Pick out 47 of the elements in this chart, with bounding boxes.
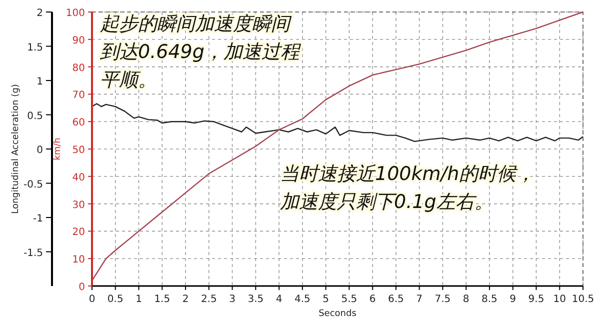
x-tick-label: 2 [182, 294, 189, 305]
x-tick-label: 3 [229, 294, 236, 305]
y-tick-label: -0.5 [23, 179, 43, 190]
annotation: 起步的瞬间加速度瞬间到达0.649g，加速过程平顺。 [100, 13, 302, 91]
x-axis-title: Seconds [318, 309, 357, 319]
y2-tick-label: 20 [72, 227, 85, 238]
y2-tick-label: 70 [72, 90, 85, 102]
x-tick-label: 3.5 [248, 294, 264, 305]
y2-tick-label: 60 [72, 118, 85, 129]
y2-tick-label: 90 [72, 35, 85, 46]
y2-tick-label: 80 [72, 62, 85, 74]
x-tick-label: 4 [276, 294, 282, 305]
x-tick-label: 5 [322, 294, 329, 305]
x-tick-label: 0 [88, 294, 96, 305]
y2-tick-label: 100 [66, 8, 85, 19]
y-tick-label: 2 [36, 8, 43, 19]
y-tick-label: 1 [36, 76, 43, 88]
x-tick-label: 9.5 [528, 294, 544, 305]
y2-tick-label: 30 [72, 200, 85, 211]
y-tick-label: -1.5 [23, 248, 43, 259]
x-tick-label: 2.5 [200, 294, 217, 305]
y-tick-label: -1 [33, 214, 43, 224]
annotation: 当时速接近100km/h的时候，加速度只剩下0.1g左右。 [280, 163, 536, 213]
x-tick-label: 1 [136, 294, 142, 305]
line-series [91, 103, 584, 142]
y2-tick-label: 40 [72, 172, 85, 184]
x-tick-label: 6 [369, 294, 376, 305]
x-tick-label: 4.5 [294, 294, 310, 305]
x-tick-label: 7 [416, 294, 423, 305]
x-tick-label: 9 [510, 294, 516, 305]
x-tick-label: 10 [553, 294, 566, 305]
y2-tick-label: 50 [72, 145, 85, 156]
x-tick-label: 5.5 [341, 294, 358, 305]
x-tick-label: 7.5 [434, 294, 451, 305]
x-tick-label: 0.5 [107, 294, 124, 305]
x-tick-label: 10.5 [572, 294, 594, 305]
y2-tick-label: 0 [78, 282, 85, 293]
y-axis-title: Longitudinal Acceleration (g) [11, 84, 21, 214]
y-tick-label: 1.5 [27, 42, 43, 54]
y2-axis-title: km/h [53, 138, 63, 160]
y-tick-label: 0.5 [27, 110, 43, 122]
x-tick-label: 8 [462, 294, 470, 305]
y2-tick-label: 10 [72, 254, 85, 266]
x-tick-label: 6.5 [388, 294, 404, 305]
x-tick-label: 8.5 [482, 294, 498, 305]
x-tick-label: 1.5 [154, 294, 170, 305]
y-tick-label: 0 [36, 145, 43, 156]
